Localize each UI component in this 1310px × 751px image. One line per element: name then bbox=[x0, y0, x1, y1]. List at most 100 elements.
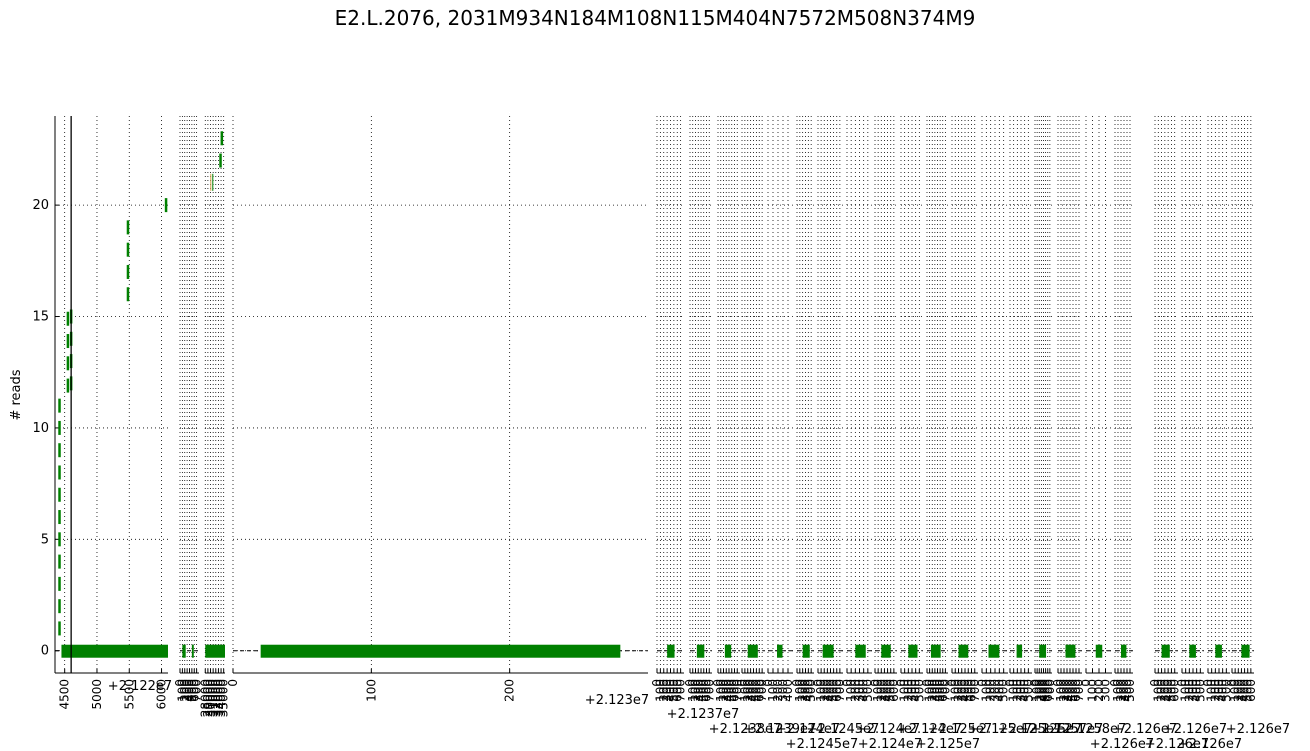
x-tick-label: 200 bbox=[1208, 679, 1222, 702]
x-tick-label: 200 bbox=[771, 679, 785, 702]
x-tick-label: 300 bbox=[905, 679, 919, 702]
x-tick-label: 100 bbox=[1007, 679, 1021, 702]
x-tick-label: 500 bbox=[804, 679, 818, 702]
x-tick-label: 100 bbox=[923, 679, 937, 702]
exon-block bbox=[1241, 644, 1250, 658]
x-tick-label: 400 bbox=[1120, 679, 1134, 702]
exon-block bbox=[802, 644, 810, 658]
x-offset-label: +2.1239e7 bbox=[744, 722, 817, 737]
x-tick-label: 0 bbox=[173, 679, 187, 687]
x-tick-label: 100 bbox=[814, 679, 828, 702]
x-tick-label: 400 bbox=[747, 679, 761, 702]
x-tick-label: 0 bbox=[811, 679, 825, 687]
exon-block bbox=[724, 644, 732, 658]
y-tick-label: 0 bbox=[41, 644, 49, 659]
exon-block bbox=[191, 644, 194, 658]
exon-block bbox=[205, 644, 225, 658]
x-tick-label: 400 bbox=[1190, 679, 1204, 702]
exon-block bbox=[747, 644, 758, 658]
x-offset-label: +2.1245e7 bbox=[807, 722, 880, 737]
x-tick-label: 400 bbox=[857, 679, 871, 702]
x-tick-label: 500 bbox=[961, 679, 975, 702]
x-tick-label: 300 bbox=[820, 679, 834, 702]
x-tick-label: 200 bbox=[1155, 679, 1169, 702]
x-tick-label: 500 bbox=[827, 679, 841, 702]
x-tick-label: 200 bbox=[984, 679, 998, 702]
x-tick-label: 300 bbox=[1060, 679, 1074, 702]
x-tick-label: 500 bbox=[1241, 679, 1255, 702]
x-offset-label: +2.126e7 bbox=[1113, 722, 1177, 737]
x-tick-label: 200 bbox=[796, 679, 810, 702]
x-tick-label: 100 bbox=[793, 679, 807, 702]
x-offset-label: +2.124e7 bbox=[856, 722, 920, 737]
exon-block bbox=[260, 644, 621, 658]
x-offset-label: +2.126e7 bbox=[1226, 722, 1290, 737]
y-tick-label: 5 bbox=[41, 532, 49, 547]
x-tick-label: 700 bbox=[674, 679, 688, 702]
x-tick-label: 600 bbox=[1069, 679, 1083, 702]
x-tick-label: 600 bbox=[887, 679, 901, 702]
exon-block bbox=[696, 644, 705, 658]
x-tick-label: 600 bbox=[1041, 679, 1055, 702]
x-tick-label: 0 bbox=[711, 679, 725, 687]
x-tick-label: 100 bbox=[898, 679, 912, 702]
exon-block bbox=[1189, 644, 1196, 658]
x-tick-label: 31000 bbox=[206, 679, 220, 717]
x-tick-label: 200 bbox=[741, 679, 755, 702]
x-tick-label: 300 bbox=[877, 679, 891, 702]
x-offset-label: +2.1245e7 bbox=[786, 737, 859, 751]
x-tick-label: 200 bbox=[901, 679, 915, 702]
x-tick-label: 700 bbox=[755, 679, 769, 702]
x-tick-label: 35000 bbox=[217, 679, 231, 717]
exon-block bbox=[930, 644, 941, 658]
x-tick-label: 400 bbox=[664, 679, 678, 702]
x-offset-label: +2.126e7 bbox=[1178, 737, 1242, 751]
x-tick-label: 200 bbox=[1182, 679, 1196, 702]
x-tick-label: 500 bbox=[997, 679, 1011, 702]
x-tick-label: 28000 bbox=[198, 679, 212, 717]
x-tick-label: 34000 bbox=[214, 679, 228, 717]
x-tick-label: 400 bbox=[183, 679, 197, 702]
x-tick-label: 200 bbox=[848, 679, 862, 702]
x-tick-label: 300 bbox=[928, 679, 942, 702]
x-tick-label: 400 bbox=[1216, 679, 1230, 702]
x-tick-label: 100 bbox=[1086, 679, 1100, 702]
x-tick-label: 500 bbox=[861, 679, 875, 702]
exon-block bbox=[1215, 644, 1222, 658]
x-tick-label: 100 bbox=[948, 679, 962, 702]
exon-block bbox=[777, 644, 783, 658]
y-axis: 0 5 10 15 20 bbox=[32, 116, 59, 673]
exon-block bbox=[1095, 644, 1103, 658]
x-tick-label: 100 bbox=[844, 679, 858, 702]
x-tick-label: 29000 bbox=[201, 679, 215, 717]
x-offset-label: +2.125e7 bbox=[916, 737, 980, 751]
x-tick-label: 700 bbox=[968, 679, 982, 702]
x-offset-label: +2.122e7 bbox=[108, 679, 172, 694]
x-tick-label: 600 bbox=[670, 679, 684, 702]
x-tick-label: 300 bbox=[776, 679, 790, 702]
x-tick-label: 300 bbox=[955, 679, 969, 702]
exon-block bbox=[881, 644, 891, 658]
x-tick-label: 300 bbox=[1234, 679, 1248, 702]
x-tick-label: 100 bbox=[1179, 679, 1193, 702]
exon-block bbox=[908, 644, 918, 658]
x-tick-label: 500 bbox=[697, 679, 711, 702]
y-tick-label: 15 bbox=[32, 310, 49, 325]
x-tick-label: 400 bbox=[909, 679, 923, 702]
exon-block bbox=[958, 644, 969, 658]
x-tick-label: 0 bbox=[1108, 679, 1122, 687]
x-tick-label: 700 bbox=[1043, 679, 1057, 702]
x-tick-label: 500 bbox=[1021, 679, 1035, 702]
exon-block bbox=[822, 644, 834, 658]
x-tick-label: 500 bbox=[884, 679, 898, 702]
panel: 4500 5000 5500 6000+2.122e7 bbox=[55, 116, 172, 710]
